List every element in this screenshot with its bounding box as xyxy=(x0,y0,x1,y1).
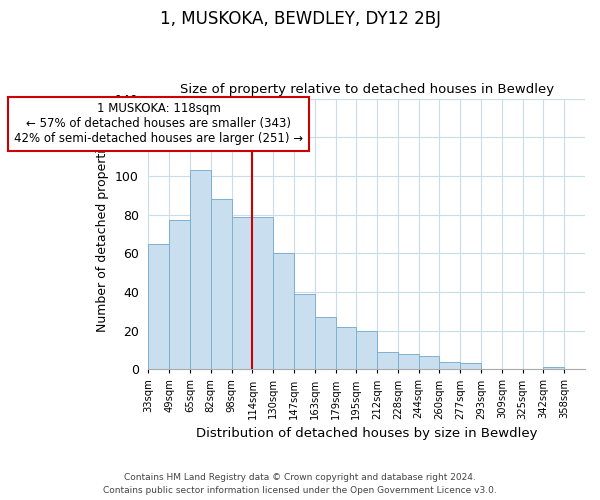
Bar xyxy=(169,220,190,370)
Bar xyxy=(253,216,273,370)
Bar xyxy=(419,356,439,370)
Bar xyxy=(439,362,460,370)
Bar xyxy=(294,294,315,370)
Bar xyxy=(398,354,419,370)
Text: Contains HM Land Registry data © Crown copyright and database right 2024.
Contai: Contains HM Land Registry data © Crown c… xyxy=(103,474,497,495)
Bar xyxy=(335,326,356,370)
Text: 1, MUSKOKA, BEWDLEY, DY12 2BJ: 1, MUSKOKA, BEWDLEY, DY12 2BJ xyxy=(160,10,440,28)
Bar xyxy=(148,244,169,370)
X-axis label: Distribution of detached houses by size in Bewdley: Distribution of detached houses by size … xyxy=(196,427,538,440)
Y-axis label: Number of detached properties: Number of detached properties xyxy=(97,136,109,332)
Bar xyxy=(460,364,481,370)
Bar xyxy=(232,216,253,370)
Bar xyxy=(211,199,232,370)
Bar xyxy=(315,317,335,370)
Bar xyxy=(273,253,294,370)
Bar xyxy=(356,330,377,370)
Bar xyxy=(190,170,211,370)
Bar xyxy=(377,352,398,370)
Text: 1 MUSKOKA: 118sqm
← 57% of detached houses are smaller (343)
42% of semi-detache: 1 MUSKOKA: 118sqm ← 57% of detached hous… xyxy=(14,102,304,146)
Bar xyxy=(544,368,564,370)
Title: Size of property relative to detached houses in Bewdley: Size of property relative to detached ho… xyxy=(179,83,554,96)
